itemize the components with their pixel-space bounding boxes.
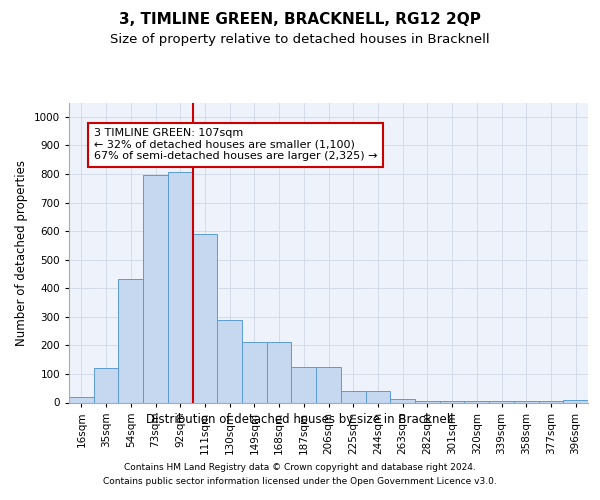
Bar: [193, 234, 217, 402]
Bar: [464, 401, 489, 402]
Bar: [118, 279, 143, 402]
Bar: [489, 401, 514, 402]
Text: 3 TIMLINE GREEN: 107sqm
← 32% of detached houses are smaller (1,100)
67% of semi: 3 TIMLINE GREEN: 107sqm ← 32% of detache…: [94, 128, 377, 162]
Bar: [94, 368, 118, 402]
Bar: [242, 342, 267, 402]
Bar: [341, 391, 365, 402]
Bar: [514, 401, 539, 402]
Text: Distribution of detached houses by size in Bracknell: Distribution of detached houses by size …: [146, 412, 454, 426]
Bar: [143, 176, 168, 402]
Text: Size of property relative to detached houses in Bracknell: Size of property relative to detached ho…: [110, 32, 490, 46]
Bar: [563, 400, 588, 402]
Bar: [415, 401, 440, 402]
Bar: [539, 401, 563, 402]
Bar: [440, 401, 464, 402]
Bar: [69, 398, 94, 402]
Bar: [292, 368, 316, 402]
Bar: [365, 391, 390, 402]
Text: Contains public sector information licensed under the Open Government Licence v3: Contains public sector information licen…: [103, 478, 497, 486]
Y-axis label: Number of detached properties: Number of detached properties: [15, 160, 28, 346]
Bar: [168, 172, 193, 402]
Text: 3, TIMLINE GREEN, BRACKNELL, RG12 2QP: 3, TIMLINE GREEN, BRACKNELL, RG12 2QP: [119, 12, 481, 28]
Bar: [217, 320, 242, 402]
Bar: [316, 368, 341, 402]
Text: Contains HM Land Registry data © Crown copyright and database right 2024.: Contains HM Land Registry data © Crown c…: [124, 462, 476, 471]
Bar: [390, 399, 415, 402]
Bar: [267, 342, 292, 402]
